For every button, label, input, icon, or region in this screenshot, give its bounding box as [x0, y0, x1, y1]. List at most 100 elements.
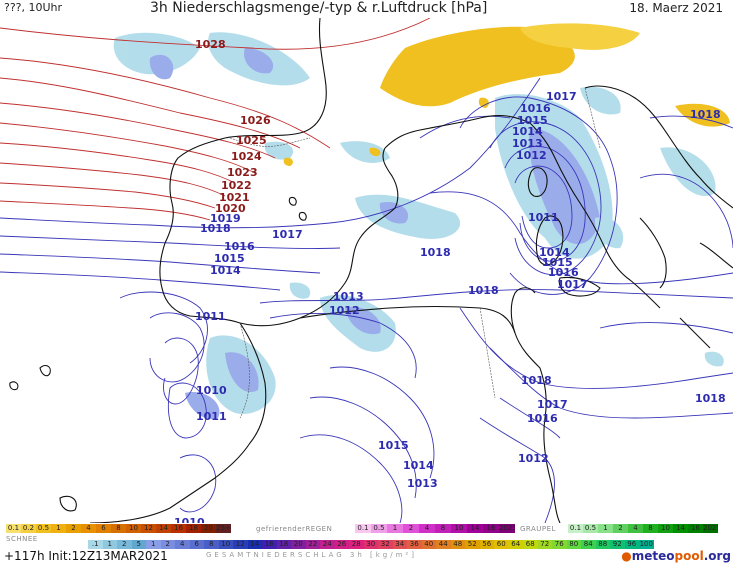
- pressure-label: 1022: [221, 179, 252, 192]
- legend-swatch: 1: [598, 524, 613, 533]
- pressure-label: 1024: [231, 150, 262, 163]
- legend-swatch: 16: [171, 524, 186, 533]
- legend-swatch: 14: [673, 524, 688, 533]
- legend-swatch: 4: [628, 524, 643, 533]
- legend-swatch: 6: [189, 540, 204, 549]
- pressure-label: 1012: [516, 149, 547, 162]
- pressure-label: 1015: [517, 114, 548, 127]
- graupel-label: GRAUPEL: [520, 525, 556, 533]
- legend-swatch: 20: [201, 524, 216, 533]
- pressure-label: 1011: [195, 310, 226, 323]
- legend-swatch: 2: [66, 524, 81, 533]
- init-time: +117h Init:12Z13MAR2021: [4, 549, 168, 563]
- forecast-time-label: ???, 10Uhr: [4, 1, 63, 14]
- legend-swatch: .1: [88, 540, 103, 549]
- coastlines: [9, 18, 733, 523]
- pressure-label: 1014: [539, 246, 570, 259]
- precipitation-areas: [113, 32, 724, 420]
- country-borders: [229, 87, 601, 419]
- legend-swatch: 28: [349, 540, 364, 549]
- legend-swatch: 48: [450, 540, 465, 549]
- legend-swatch: 84: [581, 540, 596, 549]
- pressure-label: 1017: [272, 228, 303, 241]
- pressure-label: 1016: [520, 102, 551, 115]
- legend-swatch: 4: [419, 524, 435, 533]
- snow-areas: [283, 23, 730, 166]
- legend-swatch: 1: [51, 524, 66, 533]
- pressure-label: 1012: [518, 452, 549, 465]
- legend-swatch: 1: [102, 540, 117, 549]
- pressure-label: 1023: [227, 166, 258, 179]
- legend-swatch: 8: [643, 524, 658, 533]
- legend-swatch: 10: [451, 524, 467, 533]
- legend-swatch: 18: [276, 540, 291, 549]
- legend-swatch: 0.2: [21, 524, 36, 533]
- legend-swatch: 8: [435, 524, 451, 533]
- legend-swatch: 0.5: [371, 524, 387, 533]
- pressure-label: 1015: [378, 439, 409, 452]
- pressure-label: 1015: [214, 252, 245, 265]
- pressure-label: 1014: [210, 264, 241, 277]
- pressure-label: 1018: [468, 284, 499, 297]
- pressure-label: 1026: [240, 114, 271, 127]
- pressure-label: 1018: [420, 246, 451, 259]
- legend-swatch: 88: [595, 540, 610, 549]
- legend-swatch: 56: [479, 540, 494, 549]
- pressure-label: 1018: [695, 392, 726, 405]
- pressure-label: 1018: [521, 374, 552, 387]
- legend-swatch: 1: [146, 540, 161, 549]
- legend-swatch: 24: [320, 540, 335, 549]
- pressure-label: 1010: [196, 384, 227, 397]
- precipitation-pressure-map: 1028 1026 1025 1024 1023 1022 1021 1020 …: [0, 18, 733, 523]
- forecast-date: 18. Maerz 2021: [629, 1, 723, 15]
- legend-swatch: 72: [537, 540, 552, 549]
- legend-swatch: 32: [378, 540, 393, 549]
- pressure-labels: 1028 1026 1025 1024 1023 1022 1021 1020 …: [174, 38, 726, 523]
- legend-swatch: 16: [483, 524, 499, 533]
- legend-swatch: 25+: [216, 524, 231, 533]
- legend-swatch: 6: [96, 524, 111, 533]
- pressure-label: 1017: [546, 90, 577, 103]
- pressure-label: 1021: [219, 191, 250, 204]
- legend-swatch: 0.5: [583, 524, 598, 533]
- pressure-label: 1028: [195, 38, 226, 51]
- legend-swatch: 2: [613, 524, 628, 533]
- pressure-label: 1016: [527, 412, 558, 425]
- legend-swatch: 4: [175, 540, 190, 549]
- pressure-label: 1013: [407, 477, 438, 490]
- legend-row-total: .1 1 2 5 1 2 4 6 8 10 12 14 16 18 20 22 24 26 28 30 32 34 36 40…: [0, 540, 733, 550]
- pressure-label: 1014: [403, 459, 434, 472]
- pressure-label: 1010: [174, 516, 205, 523]
- legend-swatch: 30: [363, 540, 378, 549]
- legend-swatch: 0.1: [568, 524, 583, 533]
- pressure-label: 1019: [210, 212, 241, 225]
- legend-swatch: 1: [387, 524, 403, 533]
- legend-row-top: 0.1 0.2 0.5 1 2 4 6 8 10 12 14 16 18 20 25+ gefrierend…: [0, 524, 733, 534]
- legend-swatch: 20: [291, 540, 306, 549]
- legend-swatch: 5: [131, 540, 146, 549]
- legend-swatch: 2025+: [703, 524, 718, 533]
- pressure-label: 1018: [690, 108, 721, 121]
- legend-swatch: 36: [407, 540, 422, 549]
- legend-swatch: 0.1: [355, 524, 371, 533]
- legend-swatch: 8: [204, 540, 219, 549]
- pressure-label: 1025: [236, 134, 267, 147]
- legend-swatch: 8: [111, 524, 126, 533]
- map-title: 3h Niederschlagsmenge/-typ & r.Luftdruck…: [150, 0, 488, 16]
- legend-swatch: 34: [392, 540, 407, 549]
- pressure-label: 1016: [224, 240, 255, 253]
- legend-swatch: 12: [141, 524, 156, 533]
- legend-swatch: 14: [156, 524, 171, 533]
- pressure-label: 1012: [329, 304, 360, 317]
- legend-swatch: 10: [126, 524, 141, 533]
- legend-swatch: 18: [186, 524, 201, 533]
- total-precip-label: GESAMTNIEDERSCHLAG 3h [kg/m²]: [206, 551, 417, 559]
- pressure-label: 1014: [512, 125, 543, 138]
- meteopool-logo[interactable]: ●meteopool.org: [621, 549, 731, 563]
- legend-swatch: 16: [262, 540, 277, 549]
- legend-swatch: 68: [523, 540, 538, 549]
- pressure-label: 1013: [512, 137, 543, 150]
- legend-swatch: 64: [508, 540, 523, 549]
- legend-swatch: 2: [403, 524, 419, 533]
